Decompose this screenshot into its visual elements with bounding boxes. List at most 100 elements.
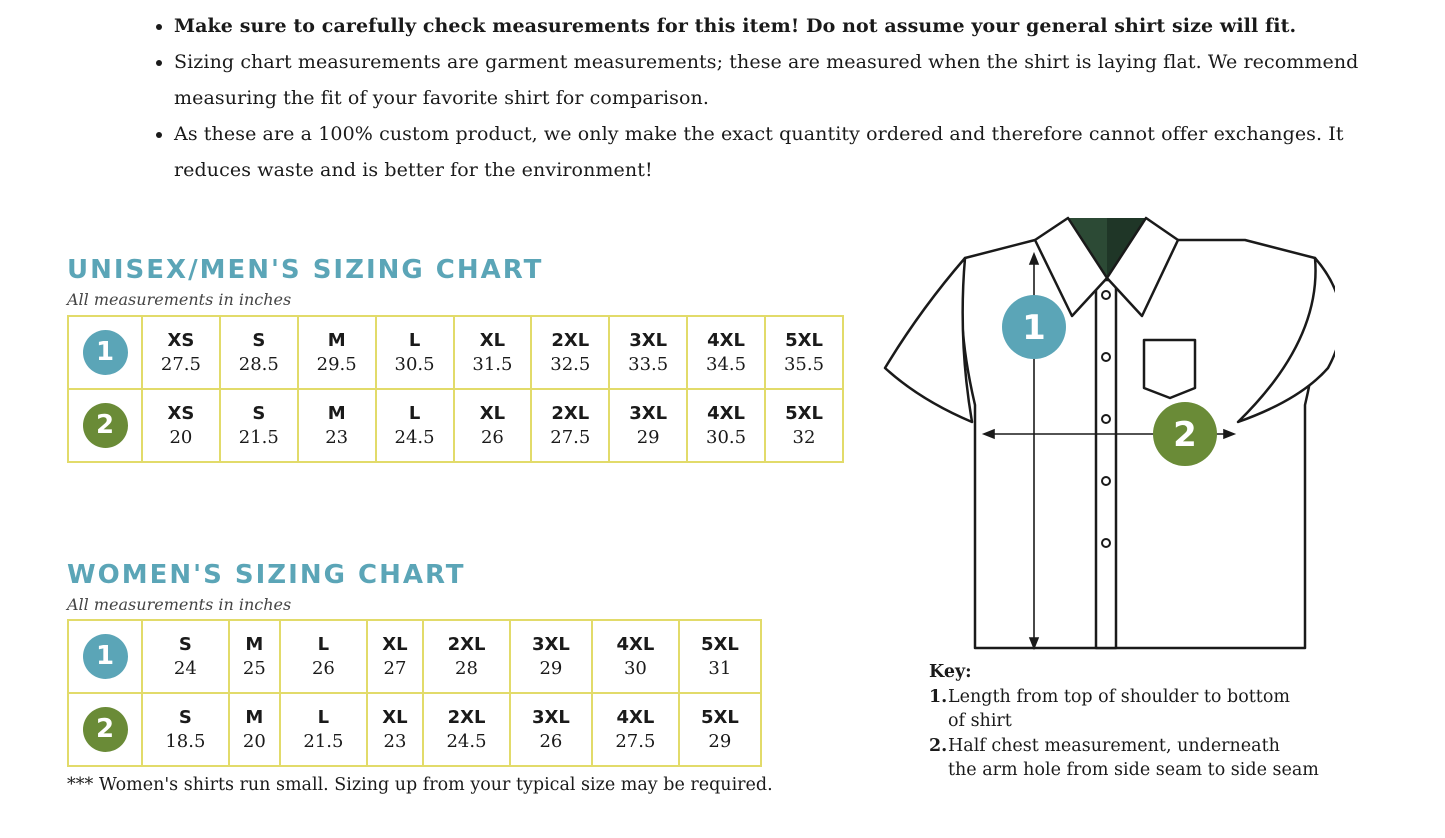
size-label: 3XL — [629, 402, 668, 424]
size-label: S — [178, 706, 192, 728]
shirt-collar-right — [1105, 216, 1180, 318]
measurement-value: 24 — [173, 657, 197, 679]
size-cell: 5XL 32 — [764, 388, 844, 463]
measurement-value: 33.5 — [628, 353, 669, 375]
measurement-value: 27.5 — [550, 426, 591, 448]
size-label: 2XL — [551, 329, 590, 351]
measurement-value: 25 — [242, 657, 266, 679]
measurement-value: 28.5 — [238, 353, 279, 375]
size-label: M — [245, 706, 264, 728]
measurement-value: 31 — [708, 657, 732, 679]
chest-arrow-head-left — [981, 428, 995, 440]
length-arrow-head-bottom — [1028, 637, 1040, 651]
key-text: 1. — [929, 686, 948, 707]
size-label: XS — [167, 329, 195, 351]
size-label: 4XL — [616, 706, 655, 728]
length-badge: 1 — [82, 330, 128, 375]
size-cell: XS 20 — [141, 388, 221, 463]
size-label: XL — [382, 706, 408, 728]
table-row: 1 XS 27.5 S 28.5 M 29.5 L 30.5 XL 31.5 2XL 32.… — [67, 315, 844, 390]
diagram-key: Key: 1. Length from top of shoulder to b… — [929, 660, 1319, 783]
measurement-value: 20 — [169, 426, 193, 448]
measurement-value: 21.5 — [238, 426, 279, 448]
size-cell: 2XL 27.5 — [530, 388, 611, 463]
chest-badge: 2 — [82, 403, 128, 448]
length-badge-circle — [1002, 295, 1066, 359]
length-arrow-head-top — [1028, 251, 1040, 265]
size-label: L — [408, 402, 421, 424]
measurement-value: 29 — [539, 657, 563, 679]
size-label: M — [327, 402, 346, 424]
size-label: L — [317, 706, 330, 728]
key-text: 2. — [929, 735, 948, 756]
shirt-button — [1101, 414, 1111, 424]
size-cell: L 21.5 — [279, 692, 368, 767]
size-label: S — [252, 329, 266, 351]
size-cell: XL 31.5 — [452, 315, 533, 390]
size-cell: L 24.5 — [374, 388, 455, 463]
key-text: of shirt — [948, 711, 1012, 731]
size-label: 4XL — [707, 329, 745, 351]
measurement-value: 24.5 — [394, 426, 435, 448]
row-label-cell: 2 — [67, 388, 143, 463]
chest-badge-label: 2 — [1173, 415, 1197, 455]
measurement-value: 26 — [539, 730, 563, 752]
size-label: S — [252, 402, 266, 424]
size-cell: S 24 — [141, 619, 230, 694]
shirt-right-sleeve — [1236, 256, 1335, 424]
size-cell: S 18.5 — [141, 692, 230, 767]
size-cell: 2XL 32.5 — [530, 315, 611, 390]
table-row: 2 XS 20 S 21.5 M 23 L 24.5 XL 26 2XL 27.5 3XL 2… — [67, 388, 844, 463]
size-cell: 4XL 27.5 — [591, 692, 680, 767]
measurement-value: 21.5 — [303, 730, 344, 752]
size-label: 2XL — [551, 402, 590, 424]
measurement-value: 23 — [383, 730, 407, 752]
size-cell: 3XL 29 — [508, 619, 594, 694]
size-cell: 3XL 33.5 — [608, 315, 689, 390]
measurement-value: 26 — [311, 657, 335, 679]
size-cell: M 29.5 — [296, 315, 377, 390]
womens-chart-subtitle: All measurements in inches — [67, 595, 292, 614]
size-label: 3XL — [532, 706, 570, 728]
measurement-value: 27 — [383, 657, 407, 679]
measurement-value: 28 — [455, 657, 478, 679]
size-cell: XL 23 — [365, 692, 425, 767]
size-cell: 2XL 24.5 — [422, 692, 511, 767]
unisex-chart-title: UNISEX/MEN'S SIZING CHART — [67, 255, 544, 285]
size-cell: 4XL 34.5 — [686, 315, 766, 390]
size-cell: 5XL 35.5 — [764, 315, 844, 390]
size-label: M — [245, 633, 264, 655]
size-label: M — [327, 329, 346, 351]
table-row: 2 S 18.5 M 20 L 21.5 XL 23 2XL 24.5 3XL 26 4XL… — [67, 692, 763, 767]
size-label: L — [317, 633, 330, 655]
size-cell: M 23 — [296, 388, 377, 463]
size-cell: 3XL 29 — [608, 388, 689, 463]
size-label: 5XL — [700, 633, 739, 655]
size-label: 5XL — [785, 402, 823, 424]
measurement-value: 27.5 — [615, 730, 656, 752]
size-label: S — [178, 633, 192, 655]
row-label-cell: 2 — [67, 692, 143, 767]
size-label: 3XL — [629, 329, 668, 351]
shirt-diagram: 1 2 — [883, 216, 1335, 651]
size-label: 2XL — [447, 706, 486, 728]
size-label: 4XL — [707, 402, 745, 424]
chest-badge: 2 — [82, 707, 128, 752]
size-label: XL — [479, 329, 506, 351]
key-title: Key: — [929, 662, 972, 682]
chest-badge-circle — [1153, 402, 1217, 466]
shirt-pocket — [1142, 338, 1197, 400]
key-text: the arm hole from side seam to side seam — [948, 760, 1319, 780]
size-cell: 4XL 30.5 — [686, 388, 766, 463]
chest-arrow-head-right — [1223, 428, 1237, 440]
shirt-button — [1101, 352, 1111, 362]
size-label: 5XL — [785, 329, 823, 351]
size-label: 4XL — [616, 633, 655, 655]
size-label: XL — [382, 633, 408, 655]
measurement-value: 30 — [623, 657, 647, 679]
size-cell: M 25 — [227, 619, 282, 694]
size-cell: S 28.5 — [218, 315, 299, 390]
unisex-size-table: 1 XS 27.5 S 28.5 M 29.5 L 30.5 XL 31.5 2XL 32.… — [67, 315, 844, 463]
size-label: 5XL — [700, 706, 739, 728]
measurement-value: 32.5 — [550, 353, 591, 375]
